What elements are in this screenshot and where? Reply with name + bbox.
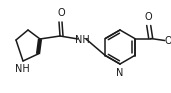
Text: NH: NH xyxy=(15,64,29,74)
Text: O: O xyxy=(145,12,153,21)
Text: NH: NH xyxy=(75,35,89,45)
Text: N: N xyxy=(116,68,124,78)
Text: O: O xyxy=(165,36,171,45)
Text: O: O xyxy=(57,8,65,18)
